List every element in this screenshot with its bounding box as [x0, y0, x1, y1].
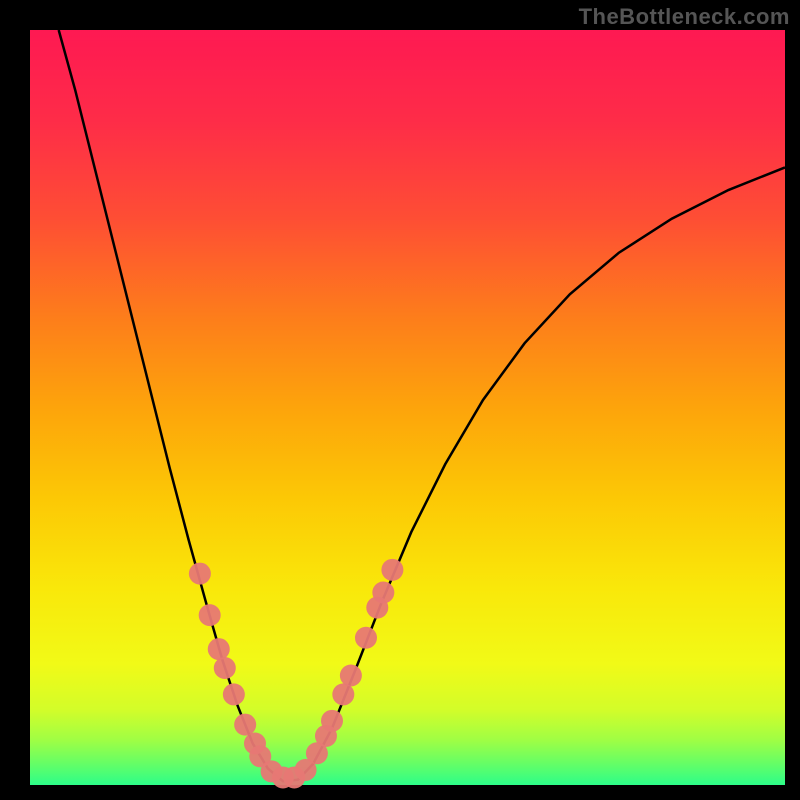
marker-point [223, 683, 245, 705]
bottleneck-chart [0, 0, 800, 800]
watermark-text: TheBottleneck.com [579, 4, 790, 30]
marker-point [189, 563, 211, 585]
marker-point [214, 657, 236, 679]
plot-background [30, 30, 785, 785]
marker-point [355, 627, 377, 649]
marker-point [234, 714, 256, 736]
marker-point [321, 710, 343, 732]
marker-point [381, 559, 403, 581]
marker-point [199, 604, 221, 626]
marker-point [332, 683, 354, 705]
marker-point [372, 581, 394, 603]
marker-point [208, 638, 230, 660]
marker-point [340, 665, 362, 687]
chart-wrapper: TheBottleneck.com [0, 0, 800, 800]
